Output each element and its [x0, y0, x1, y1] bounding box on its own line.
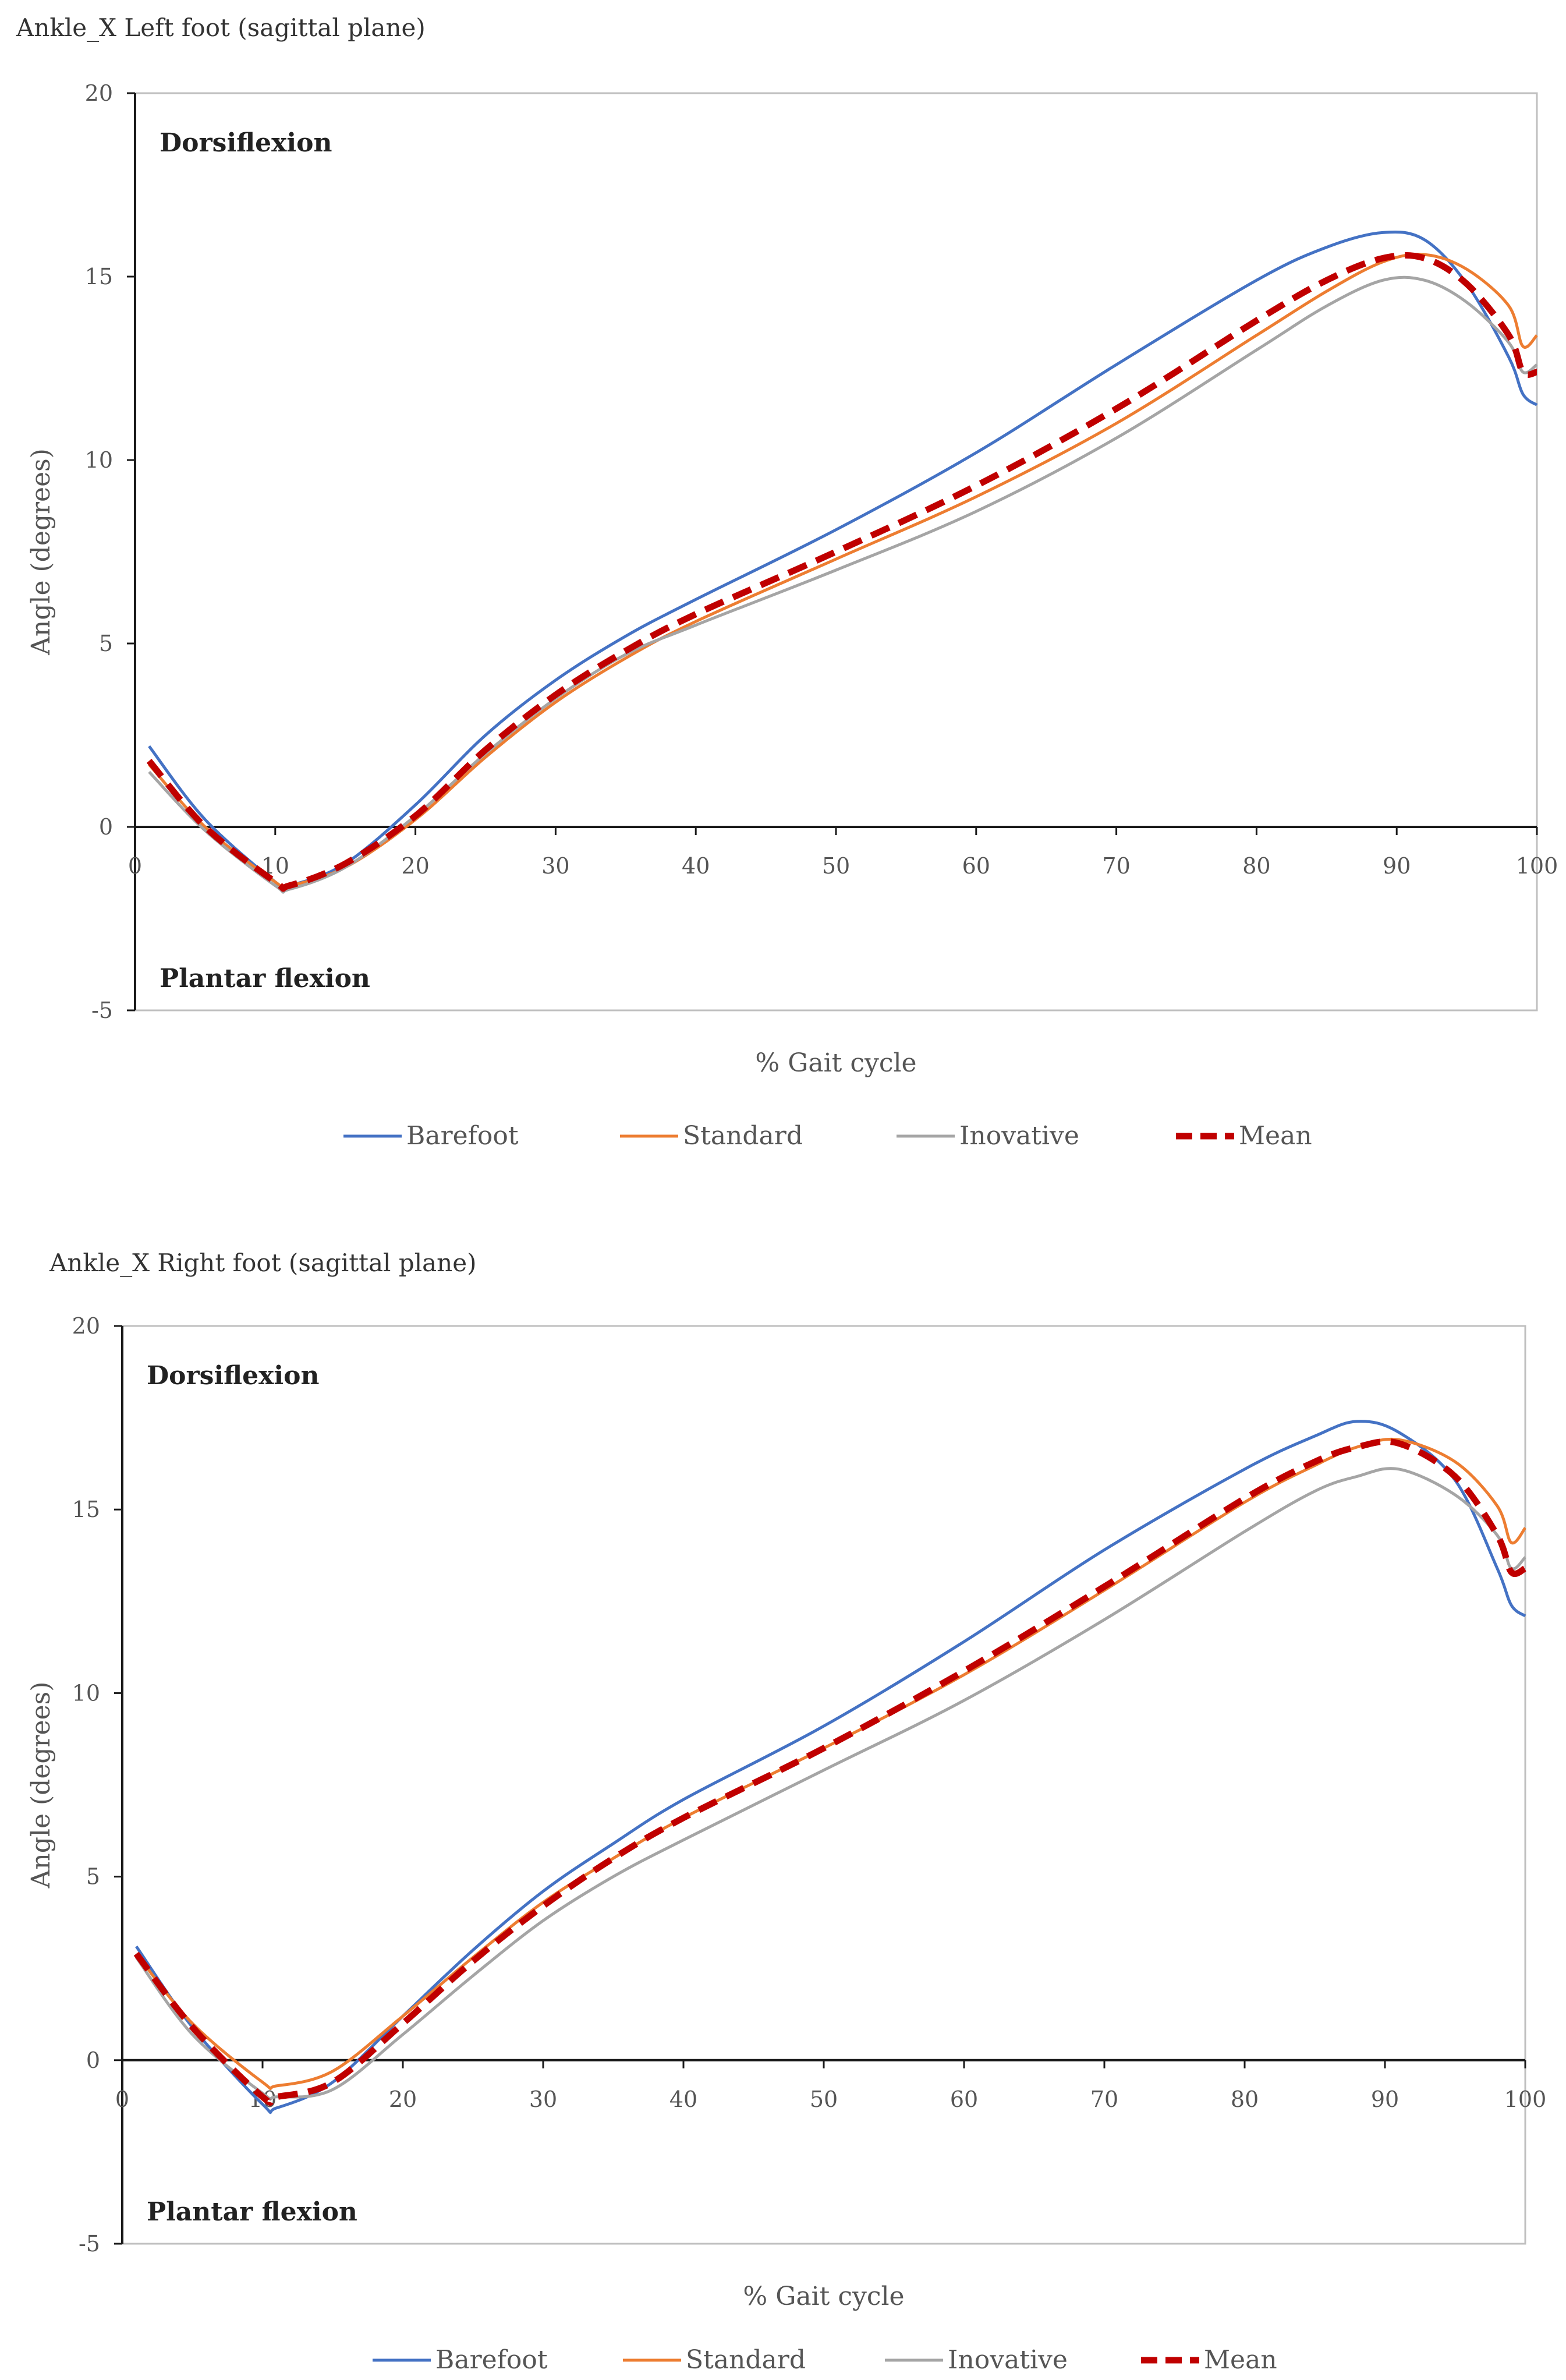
right-legend-label-inovative: Inovative — [948, 2345, 1068, 2375]
left-y-tick-label: -5 — [91, 998, 113, 1023]
left-series-barefoot — [148, 230, 1538, 891]
left-y-tick-label: 5 — [99, 631, 113, 656]
left-x-tick-label: 40 — [682, 853, 710, 879]
left-legend-label-mean: Mean — [1239, 1121, 1312, 1151]
right-x-tick-label: 20 — [389, 2087, 417, 2112]
left-x-tick-label: 80 — [1242, 853, 1270, 879]
left-y-axis-label: Angle (degrees) — [26, 448, 56, 656]
left-series-mean — [146, 252, 1538, 892]
right-annotation-plantar-flexion: Plantar flexion — [147, 2197, 357, 2227]
left-x-tick-label: 70 — [1102, 853, 1130, 879]
right-x-tick-label: 80 — [1231, 2087, 1259, 2112]
left-x-tick-label: 0 — [128, 853, 142, 879]
right-x-axis-label: % Gait cycle — [743, 2282, 904, 2311]
left-x-axis-label: % Gait cycle — [755, 1048, 916, 1078]
right-y-tick-label: 15 — [72, 1497, 100, 1522]
left-y-tick-label: 0 — [99, 814, 113, 840]
right-x-tick-label: 50 — [810, 2087, 838, 2112]
left-annotation-dorsiflexion: Dorsiflexion — [160, 128, 332, 158]
right-y-tick-label: -5 — [79, 2231, 100, 2257]
chart-left-foot: Ankle_X Left foot (sagittal plane) -5 0 5 10… — [16, 13, 1558, 1151]
right-y-tick-label: 10 — [72, 1680, 100, 1706]
right-series-barefoot — [135, 1420, 1526, 2114]
left-series-standard — [148, 253, 1538, 890]
right-chart-title: Ankle_X Right foot (sagittal plane) — [49, 1249, 476, 1277]
right-x-tick-label: 30 — [529, 2087, 557, 2112]
right-x-tick-label: 40 — [669, 2087, 697, 2112]
left-legend-label-standard: Standard — [683, 1121, 803, 1151]
right-x-tick-label: 100 — [1504, 2087, 1547, 2112]
right-series-standard — [135, 1437, 1527, 2091]
right-series-inovative — [135, 1467, 1526, 2101]
right-series-mean — [133, 1438, 1527, 2106]
right-legend-label-barefoot: Barefoot — [435, 2345, 548, 2375]
left-legend-label-barefoot: Barefoot — [406, 1121, 519, 1151]
left-annotation-plantar-flexion: Plantar flexion — [160, 964, 370, 993]
right-y-tick-label: 5 — [86, 1864, 100, 1890]
left-series-inovative — [148, 275, 1538, 894]
right-y-axis-label: Angle (degrees) — [26, 1682, 56, 1889]
left-x-tick-label: 60 — [962, 853, 990, 879]
chart-right-foot: Ankle_X Right foot (sagittal plane) -5 0 5 1… — [26, 1249, 1547, 2375]
left-chart-title: Ankle_X Left foot (sagittal plane) — [16, 13, 426, 42]
right-legend-label-standard: Standard — [686, 2345, 806, 2375]
right-x-tick-label: 70 — [1090, 2087, 1118, 2112]
left-x-tick-label: 90 — [1383, 853, 1411, 879]
right-x-tick-label: 90 — [1371, 2087, 1399, 2112]
right-y-tick-label: 20 — [72, 1313, 100, 1339]
right-annotation-dorsiflexion: Dorsiflexion — [147, 1361, 319, 1391]
left-y-tick-label: 20 — [85, 80, 113, 106]
right-legend-label-mean: Mean — [1204, 2345, 1277, 2375]
left-x-tick-label: 100 — [1516, 853, 1558, 879]
left-legend-label-inovative: Inovative — [959, 1121, 1079, 1151]
left-x-tick-label: 50 — [822, 853, 850, 879]
left-x-tick-label: 30 — [541, 853, 569, 879]
left-y-tick-label: 15 — [85, 264, 113, 289]
left-x-tick-label: 20 — [401, 853, 429, 879]
right-x-tick-label: 60 — [950, 2087, 978, 2112]
left-y-tick-label: 10 — [85, 447, 113, 473]
right-x-tick-label: 0 — [115, 2087, 129, 2112]
right-y-tick-label: 0 — [86, 2047, 100, 2073]
